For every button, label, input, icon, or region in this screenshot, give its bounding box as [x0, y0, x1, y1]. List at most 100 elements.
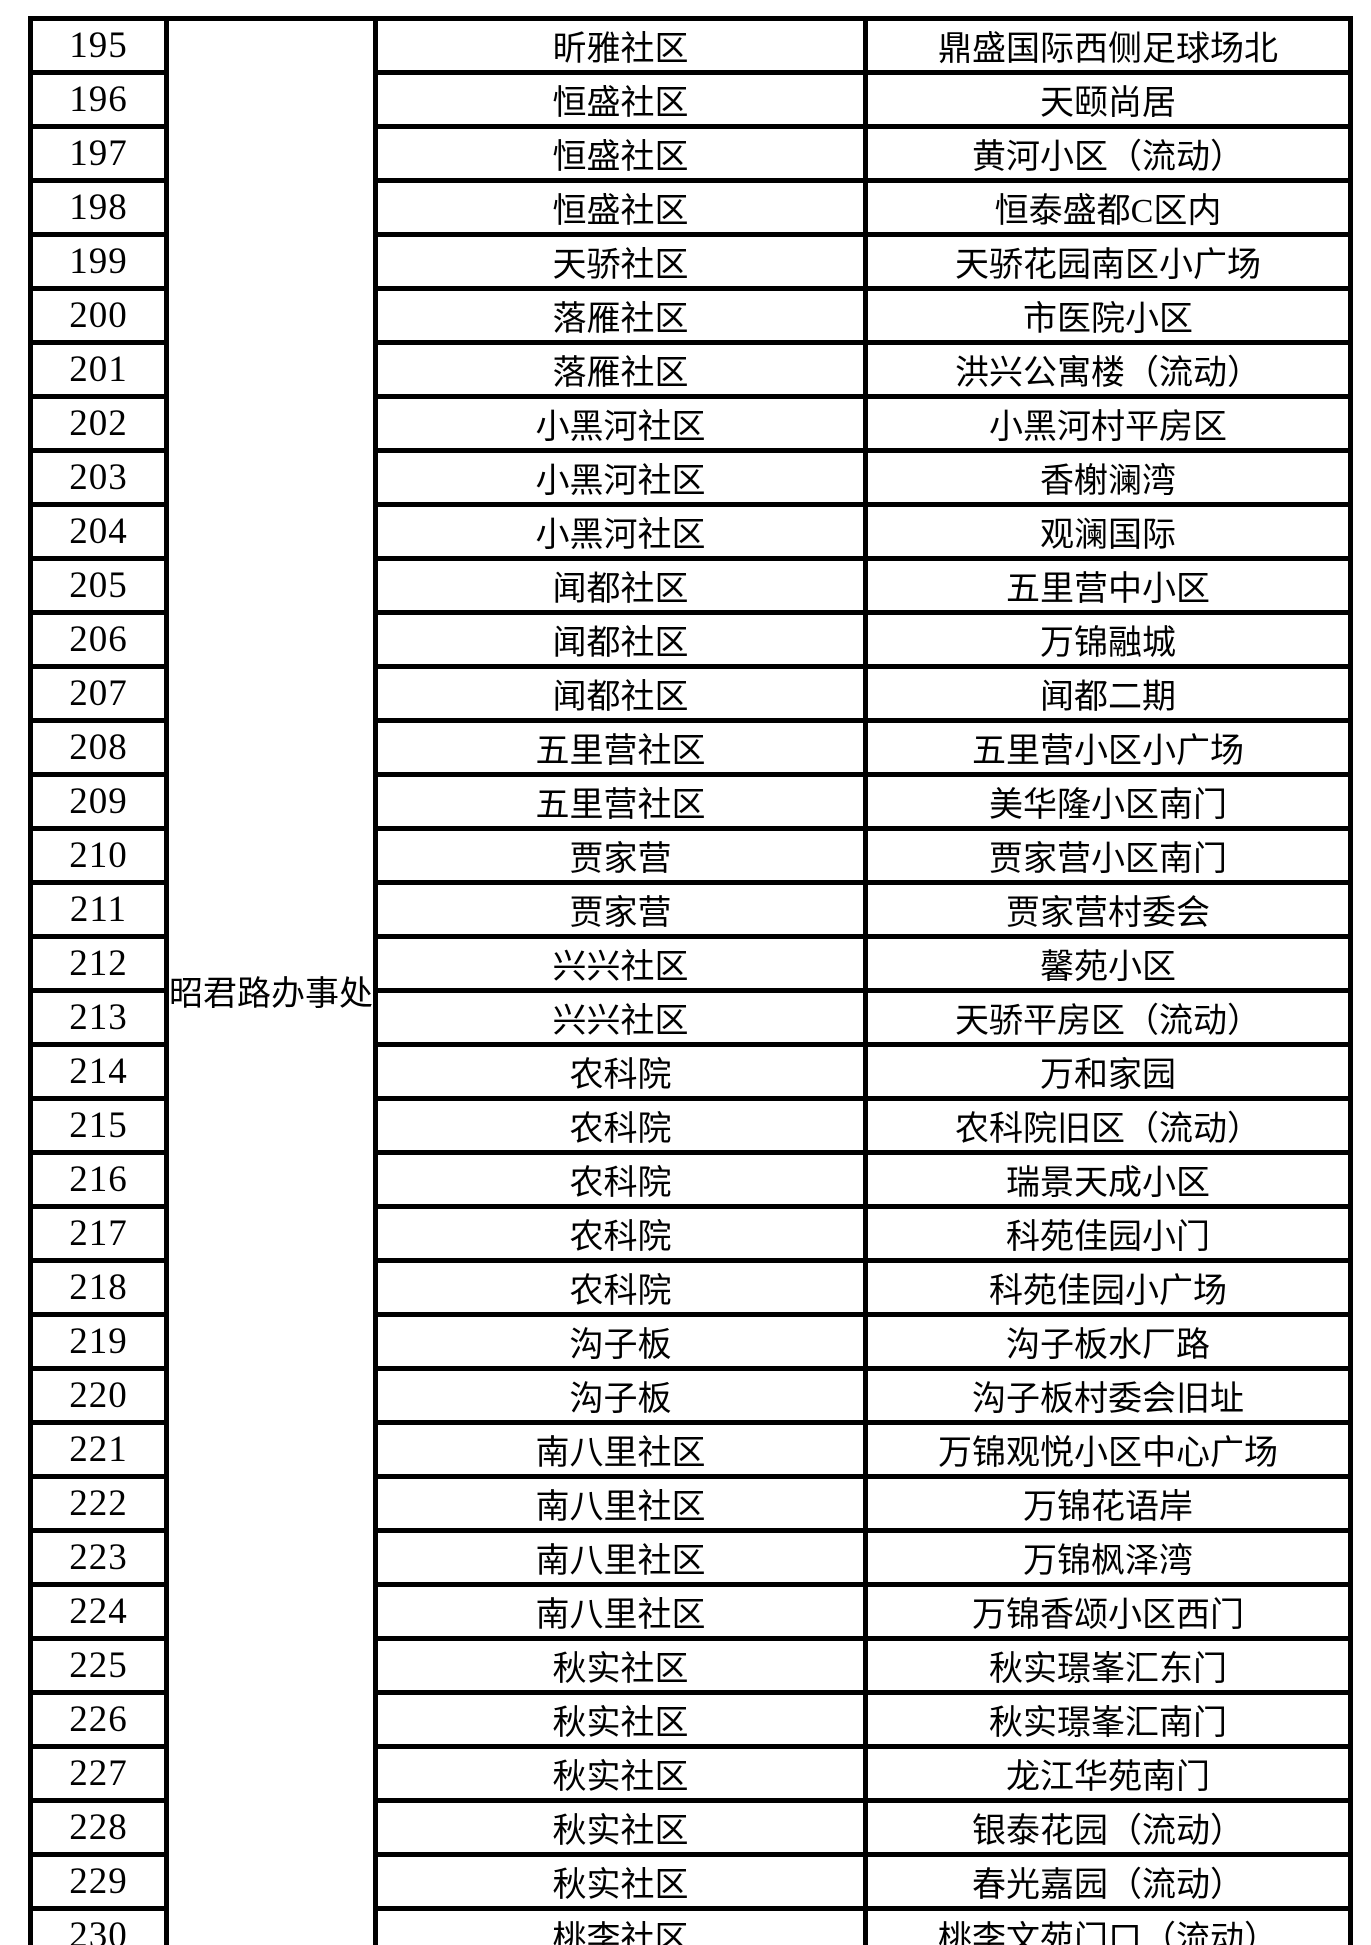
row-number-cell: 199 [28, 232, 169, 291]
table-row: 196 恒盛社区 天颐尚居 [28, 70, 1353, 129]
location-cell: 沟子板水厂路 [863, 1312, 1353, 1371]
row-number-cell: 213 [28, 988, 169, 1047]
table-row: 200 落雁社区 市医院小区 [28, 286, 1353, 345]
row-number-cell: 195 [28, 16, 169, 75]
location-cell: 美华隆小区南门 [863, 772, 1353, 831]
table-row: 218 农科院 科苑佳园小广场 [28, 1258, 1353, 1317]
table-row: 202 小黑河社区 小黑河村平房区 [28, 394, 1353, 453]
location-cell: 沟子板村委会旧址 [863, 1366, 1353, 1425]
location-cell: 天骄平房区（流动） [863, 988, 1353, 1047]
row-number-cell: 208 [28, 718, 169, 777]
location-cell: 万和家园 [863, 1042, 1353, 1101]
location-cell: 洪兴公寓楼（流动） [863, 340, 1353, 399]
location-cell: 观澜国际 [863, 502, 1353, 561]
row-number-cell: 228 [28, 1798, 169, 1857]
office-merged-cell: 昭君路办事处 [164, 16, 378, 1945]
location-cell: 科苑佳园小门 [863, 1204, 1353, 1263]
table-row: 222 南八里社区 万锦花语岸 [28, 1474, 1353, 1533]
location-cell: 秋实璟峯汇南门 [863, 1690, 1353, 1749]
community-cell: 秋实社区 [373, 1744, 868, 1803]
community-cell: 小黑河社区 [373, 502, 868, 561]
location-cell: 春光嘉园（流动） [863, 1852, 1353, 1911]
community-cell: 南八里社区 [373, 1420, 868, 1479]
table-row: 221 南八里社区 万锦观悦小区中心广场 [28, 1420, 1353, 1479]
table-row: 224 南八里社区 万锦香颂小区西门 [28, 1582, 1353, 1641]
community-cell: 闻都社区 [373, 664, 868, 723]
community-cell: 闻都社区 [373, 556, 868, 615]
location-cell: 农科院旧区（流动） [863, 1096, 1353, 1155]
table-row: 206 闻都社区 万锦融城 [28, 610, 1353, 669]
location-cell: 闻都二期 [863, 664, 1353, 723]
table-row: 201 落雁社区 洪兴公寓楼（流动） [28, 340, 1353, 399]
table-row: 227 秋实社区 龙江华苑南门 [28, 1744, 1353, 1803]
location-cell: 科苑佳园小广场 [863, 1258, 1353, 1317]
row-number-cell: 204 [28, 502, 169, 561]
community-cell: 桃李社区 [373, 1906, 868, 1945]
community-cell: 农科院 [373, 1204, 868, 1263]
row-number-cell: 223 [28, 1528, 169, 1587]
table-row: 204 小黑河社区 观澜国际 [28, 502, 1353, 561]
table-row: 225 秋实社区 秋实璟峯汇东门 [28, 1636, 1353, 1695]
row-number-cell: 197 [28, 124, 169, 183]
row-number-cell: 215 [28, 1096, 169, 1155]
community-cell: 落雁社区 [373, 286, 868, 345]
community-cell: 农科院 [373, 1042, 868, 1101]
community-cell: 南八里社区 [373, 1474, 868, 1533]
location-cell: 万锦花语岸 [863, 1474, 1353, 1533]
location-cell: 秋实璟峯汇东门 [863, 1636, 1353, 1695]
location-cell: 万锦融城 [863, 610, 1353, 669]
row-number-cell: 203 [28, 448, 169, 507]
row-number-cell: 217 [28, 1204, 169, 1263]
community-cell: 恒盛社区 [373, 178, 868, 237]
community-cell: 农科院 [373, 1150, 868, 1209]
row-number-cell: 224 [28, 1582, 169, 1641]
community-cell: 五里营社区 [373, 772, 868, 831]
table-row: 212 兴兴社区 馨苑小区 [28, 934, 1353, 993]
location-cell: 桃李文苑门口（流动） [863, 1906, 1353, 1945]
roster-table: 195 昭君路办事处 昕雅社区 鼎盛国际西侧足球场北 196 恒盛社区 天颐尚居 197 恒盛社… [28, 16, 1353, 1945]
table-row: 209 五里营社区 美华隆小区南门 [28, 772, 1353, 831]
community-cell: 贾家营 [373, 826, 868, 885]
row-number-cell: 220 [28, 1366, 169, 1425]
row-number-cell: 209 [28, 772, 169, 831]
table-row: 198 恒盛社区 恒泰盛都C区内 [28, 178, 1353, 237]
row-number-cell: 218 [28, 1258, 169, 1317]
community-cell: 南八里社区 [373, 1582, 868, 1641]
community-cell: 秋实社区 [373, 1798, 868, 1857]
row-number-cell: 211 [28, 880, 169, 939]
table-row: 230 桃李社区 桃李文苑门口（流动） [28, 1906, 1353, 1945]
location-cell: 市医院小区 [863, 286, 1353, 345]
location-cell: 五里营小区小广场 [863, 718, 1353, 777]
row-number-cell: 222 [28, 1474, 169, 1533]
community-cell: 恒盛社区 [373, 70, 868, 129]
community-cell: 小黑河社区 [373, 394, 868, 453]
location-cell: 万锦枫泽湾 [863, 1528, 1353, 1587]
row-number-cell: 225 [28, 1636, 169, 1695]
location-cell: 鼎盛国际西侧足球场北 [863, 16, 1353, 75]
table-row: 219 沟子板 沟子板水厂路 [28, 1312, 1353, 1371]
location-cell: 五里营中小区 [863, 556, 1353, 615]
community-cell: 沟子板 [373, 1312, 868, 1371]
community-cell: 闻都社区 [373, 610, 868, 669]
table-row: 208 五里营社区 五里营小区小广场 [28, 718, 1353, 777]
row-number-cell: 200 [28, 286, 169, 345]
row-number-cell: 198 [28, 178, 169, 237]
community-cell: 秋实社区 [373, 1690, 868, 1749]
table-row: 210 贾家营 贾家营小区南门 [28, 826, 1353, 885]
community-cell: 秋实社区 [373, 1852, 868, 1911]
community-cell: 秋实社区 [373, 1636, 868, 1695]
community-cell: 落雁社区 [373, 340, 868, 399]
table-row: 197 恒盛社区 黄河小区（流动） [28, 124, 1353, 183]
table-row: 195 昭君路办事处 昕雅社区 鼎盛国际西侧足球场北 [28, 16, 1353, 1945]
community-cell: 五里营社区 [373, 718, 868, 777]
row-number-cell: 227 [28, 1744, 169, 1803]
community-cell: 农科院 [373, 1258, 868, 1317]
row-number-cell: 201 [28, 340, 169, 399]
row-number-cell: 205 [28, 556, 169, 615]
community-cell: 农科院 [373, 1096, 868, 1155]
row-number-cell: 221 [28, 1420, 169, 1479]
table-row: 226 秋实社区 秋实璟峯汇南门 [28, 1690, 1353, 1749]
location-cell: 万锦香颂小区西门 [863, 1582, 1353, 1641]
location-cell: 万锦观悦小区中心广场 [863, 1420, 1353, 1479]
